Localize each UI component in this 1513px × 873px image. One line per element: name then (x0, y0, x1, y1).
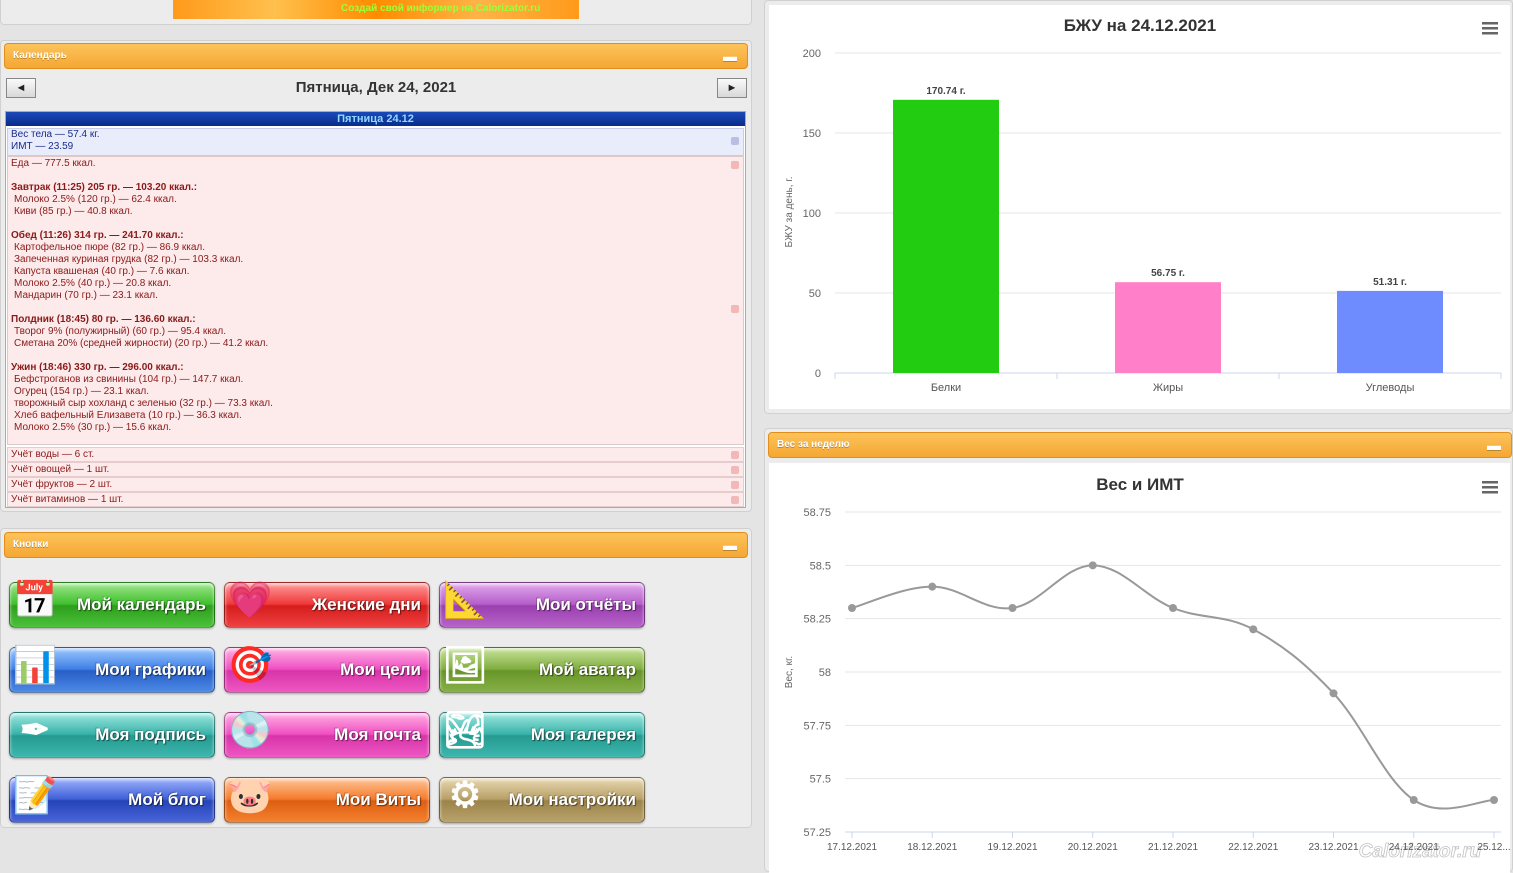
my-settings-button[interactable]: ⚙ Мои настройки (439, 774, 645, 823)
meal-item: Капуста квашеная (40 гр.) — 7.6 ккал. (14, 266, 190, 277)
meal-title: Ужин (18:46) 330 гр. — 296.00 ккал.: (11, 362, 184, 373)
face-icon: 🖼 (442, 644, 488, 685)
button-label: Женские дни (311, 595, 421, 614)
meal-item: Молоко 2.5% (30 гр.) — 15.6 ккал. (14, 422, 172, 433)
prev-day-button[interactable]: ◄ (6, 78, 36, 98)
banner-text: Создай свой информер на Calorizator.ru (341, 3, 541, 14)
delete-icon[interactable] (731, 451, 739, 459)
button-label: Мой календарь (76, 595, 206, 614)
weight-block[interactable]: Вес тела — 57.4 кг. ИМТ — 23.59 (7, 128, 744, 156)
bju-chart-area (769, 5, 1510, 409)
hamburger-menu-icon[interactable] (1482, 481, 1498, 494)
tracker-water[interactable]: Учёт воды — 6 ст. (7, 447, 744, 462)
calendar-panel-header[interactable]: Календарь ▬ (4, 43, 748, 69)
day-header-label: Пятница 24.12 (337, 113, 414, 125)
bar-graph-icon: 📊 (12, 644, 58, 685)
meal-item: Запеченная куриная грудка (82 гр.) — 103… (14, 254, 244, 265)
delete-icon[interactable] (731, 466, 739, 474)
banner-image[interactable]: Создай свой информер на Calorizator.ru (173, 0, 579, 19)
my-avatar-button[interactable]: 🖼 Мой аватар (439, 644, 645, 693)
weight-chart-area (769, 463, 1510, 873)
my-signature-button[interactable]: ✒ Моя подпись (9, 709, 215, 758)
button-label: Мои настройки (508, 790, 636, 809)
top-banner-panel: Создай свой информер на Calorizator.ru (0, 0, 752, 25)
tracker-label: Учёт витаминов — 1 шт. (11, 494, 124, 505)
tracker-label: Учёт овощей — 1 шт. (11, 464, 110, 475)
tracker-fruits[interactable]: Учёт фруктов — 2 шт. (7, 477, 744, 492)
meal-item: Творог 9% (полужирный) (60 гр.) — 95.4 к… (14, 326, 226, 337)
day-details: Пятница 24.12 Вес тела — 57.4 кг. ИМТ — … (5, 111, 746, 508)
meal-title: Обед (11:26) 314 гр. — 241.70 ккал.: (11, 230, 184, 241)
calendar-date-title: Пятница, Дек 24, 2021 (295, 79, 457, 96)
next-day-button[interactable]: ► (717, 78, 747, 98)
button-label: Моя почта (334, 725, 421, 744)
button-label: Мои цели (340, 660, 421, 679)
target-icon: 🎯 (227, 644, 273, 685)
buttons-panel-header[interactable]: Кнопки ▬ (4, 532, 748, 558)
meal-title: Завтрак (11:25) 205 гр. — 103.20 ккал.: (11, 182, 198, 193)
weekly-panel-title: Вес за неделю (777, 439, 850, 450)
collapse-icon[interactable]: ▬ (723, 48, 737, 64)
my-vitas-button[interactable]: 🐷 Мои Виты (224, 774, 430, 823)
womens-days-button[interactable]: 💗 Женские дни (224, 579, 430, 628)
trash-icon[interactable] (731, 137, 739, 145)
drafting-tools-icon: 📐 (442, 579, 488, 620)
my-goals-button[interactable]: 🎯 Мои цели (224, 644, 430, 693)
weight-line: Вес тела — 57.4 кг. (11, 129, 100, 140)
bju-chart-panel (764, 0, 1513, 414)
piggy-bank-icon: 🐷 (227, 774, 273, 815)
my-mail-button[interactable]: 💿 Моя почта (224, 709, 430, 758)
button-label: Мои отчёты (535, 595, 636, 614)
bmi-line: ИМТ — 23.59 (11, 141, 74, 152)
my-graphs-button[interactable]: 📊 Мои графики (9, 644, 215, 693)
meal-item: Молоко 2.5% (120 гр.) — 62.4 ккал. (14, 194, 177, 205)
meal-item: Мандарин (70 гр.) — 23.1 ккал. (14, 290, 158, 301)
weekly-panel-header[interactable]: Вес за неделю ▬ (768, 432, 1512, 458)
buttons-panel-title: Кнопки (13, 539, 49, 550)
tracker-vitamins[interactable]: Учёт витаминов — 1 шт. (7, 492, 744, 507)
my-calendar-button[interactable]: 📅 Мой календарь (9, 579, 215, 628)
meal-title: Полдник (18:45) 80 гр. — 136.60 ккал.: (11, 314, 196, 325)
delete-icon[interactable] (731, 305, 739, 313)
notepad-icon: 📝 (12, 774, 58, 815)
meal-item: Сметана 20% (средней жирности) (20 гр.) … (14, 338, 269, 349)
button-label: Мой аватар (538, 660, 636, 679)
meal-item: Огурец (154 гр.) — 23.1 ккал. (14, 386, 149, 397)
button-label: Моя галерея (530, 725, 636, 744)
food-block[interactable]: Еда — 777.5 ккал. Завтрак (11:25) 205 гр… (7, 156, 744, 445)
pen-ink-icon: ✒ (19, 709, 51, 750)
day-header[interactable]: Пятница 24.12 (6, 112, 745, 126)
delete-icon[interactable] (731, 496, 739, 504)
button-label: Мой блог (128, 790, 206, 809)
meal-item: Бефстроганов из свинины (104 гр.) — 147.… (14, 374, 244, 385)
calendar-icon: 📅 (12, 579, 58, 620)
my-gallery-button[interactable]: 🏞 Моя галерея (439, 709, 645, 758)
mail-disc-icon: 💿 (227, 709, 273, 750)
delete-icon[interactable] (731, 481, 739, 489)
collapse-icon[interactable]: ▬ (723, 537, 737, 553)
gears-icon: ⚙ (448, 774, 482, 815)
meal-item: Молоко 2.5% (40 гр.) — 20.8 ккал. (14, 278, 172, 289)
button-label: Мои графики (95, 660, 206, 679)
my-blog-button[interactable]: 📝 Мой блог (9, 774, 215, 823)
tracker-label: Учёт воды — 6 ст. (11, 449, 95, 460)
meal-item: Киви (85 гр.) — 40.8 ккал. (14, 206, 133, 217)
weekly-weight-panel (764, 428, 1513, 873)
photos-icon: 🏞 (442, 709, 488, 750)
button-label: Мои Виты (335, 790, 421, 809)
calendar-panel-title: Календарь (13, 50, 67, 61)
collapse-icon[interactable]: ▬ (1487, 437, 1501, 453)
meal-item: творожный сыр хохланд с зеленью (32 гр.)… (14, 398, 273, 409)
meal-item: Хлеб вафельный Елизавета (10 гр.) — 36.3… (14, 410, 242, 421)
delete-icon[interactable] (731, 161, 739, 169)
tracker-label: Учёт фруктов — 2 шт. (11, 479, 113, 490)
my-reports-button[interactable]: 📐 Мои отчёты (439, 579, 645, 628)
hamburger-menu-icon[interactable] (1482, 22, 1498, 35)
button-label: Моя подпись (95, 725, 206, 744)
heart-icon: 💗 (227, 579, 273, 620)
tracker-vegetables[interactable]: Учёт овощей — 1 шт. (7, 462, 744, 477)
meal-item: Картофельное пюре (82 гр.) — 86.9 ккал. (14, 242, 205, 253)
food-total: Еда — 777.5 ккал. (11, 158, 96, 169)
